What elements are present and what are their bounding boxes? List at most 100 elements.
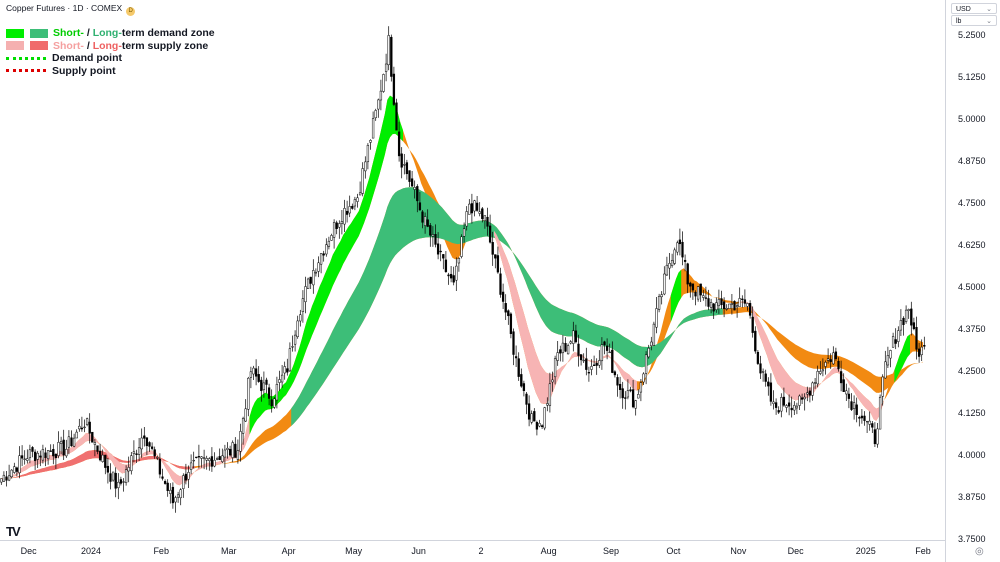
candle — [377, 98, 380, 118]
currency-selector[interactable]: USD ⌄ — [951, 3, 997, 14]
candle-body — [889, 350, 892, 359]
candle — [655, 297, 658, 334]
candle-body — [189, 462, 193, 470]
chart-title: Copper Futures · 1D · COMEX — [6, 3, 123, 13]
candle — [122, 478, 125, 492]
candle — [496, 246, 500, 274]
candle-body — [655, 308, 658, 328]
candle — [876, 423, 879, 448]
candle-body — [46, 450, 50, 460]
candle — [483, 215, 487, 229]
time-tick-label: Nov — [730, 546, 747, 556]
candle — [530, 410, 533, 425]
candle — [782, 387, 786, 407]
candle-body — [923, 345, 926, 347]
candle — [26, 449, 29, 464]
candle — [405, 159, 409, 180]
candle — [197, 444, 201, 469]
candle-body — [434, 234, 437, 245]
candle-body — [592, 364, 596, 366]
candle-body — [907, 309, 910, 311]
candle — [696, 286, 700, 302]
candle-body — [881, 376, 884, 397]
candle — [434, 224, 437, 248]
candle — [44, 447, 47, 467]
candle-body — [15, 467, 19, 472]
candle-body — [819, 371, 822, 374]
candle-body — [114, 472, 117, 489]
candle-body — [676, 242, 679, 253]
candle — [540, 424, 544, 429]
candle — [7, 464, 11, 482]
candle — [517, 352, 520, 381]
candle-body — [62, 439, 65, 456]
candle — [88, 413, 91, 444]
candle-body — [668, 263, 671, 269]
candle-body — [247, 377, 250, 410]
candle — [600, 337, 604, 370]
candle-body — [475, 202, 479, 211]
candle — [449, 266, 453, 283]
short-supply-zone — [741, 301, 884, 421]
candle — [754, 326, 757, 354]
candle-body — [839, 371, 843, 384]
candle-body — [738, 298, 741, 307]
candle — [366, 143, 370, 170]
candle-body — [283, 366, 286, 374]
timeframe-badge[interactable]: D — [126, 7, 136, 16]
candle-body — [860, 415, 864, 419]
candle-body — [657, 296, 661, 310]
candle-body — [634, 400, 637, 409]
candle — [332, 219, 336, 249]
candle-body — [652, 323, 656, 346]
candle-body — [785, 405, 788, 408]
candle — [304, 276, 307, 314]
candle-body — [148, 442, 151, 447]
candle-body — [447, 274, 450, 277]
candle — [595, 358, 598, 375]
candle — [624, 391, 627, 410]
candle — [78, 418, 81, 432]
candle-body — [67, 436, 71, 448]
candle-body — [200, 456, 203, 459]
candle — [54, 453, 58, 469]
candle — [158, 453, 162, 479]
candle — [712, 303, 715, 319]
candle — [410, 171, 414, 187]
candle — [213, 452, 216, 468]
candle — [257, 366, 260, 383]
candle — [39, 450, 42, 467]
candle-body — [374, 110, 377, 119]
candle — [384, 53, 388, 82]
settings-icon[interactable]: ◎ — [975, 546, 984, 557]
candle — [631, 380, 635, 409]
candle-body — [278, 379, 281, 383]
candle — [369, 139, 372, 150]
candle — [124, 465, 128, 486]
candle — [707, 289, 710, 311]
candle-body — [920, 346, 923, 356]
candle-body — [496, 255, 500, 273]
candle — [114, 467, 117, 498]
time-tick-label: 2025 — [856, 546, 876, 556]
candle — [741, 295, 744, 308]
candle — [226, 442, 229, 459]
candle-body — [286, 368, 289, 373]
candle — [109, 463, 112, 490]
candle — [824, 360, 827, 375]
candle — [863, 411, 866, 426]
candle-body — [707, 298, 710, 307]
candle-body — [681, 241, 684, 258]
candle — [551, 371, 554, 392]
tradingview-logo-icon[interactable]: TV — [6, 524, 21, 539]
candle — [904, 305, 908, 324]
candle — [613, 370, 617, 378]
candle-body — [813, 382, 817, 384]
price-tick-label: 4.1250 — [958, 408, 986, 418]
candle — [215, 456, 219, 461]
unit-selector[interactable]: lb ⌄ — [951, 15, 997, 26]
candle — [140, 428, 143, 458]
candle — [309, 276, 312, 289]
candle-body — [686, 263, 689, 285]
